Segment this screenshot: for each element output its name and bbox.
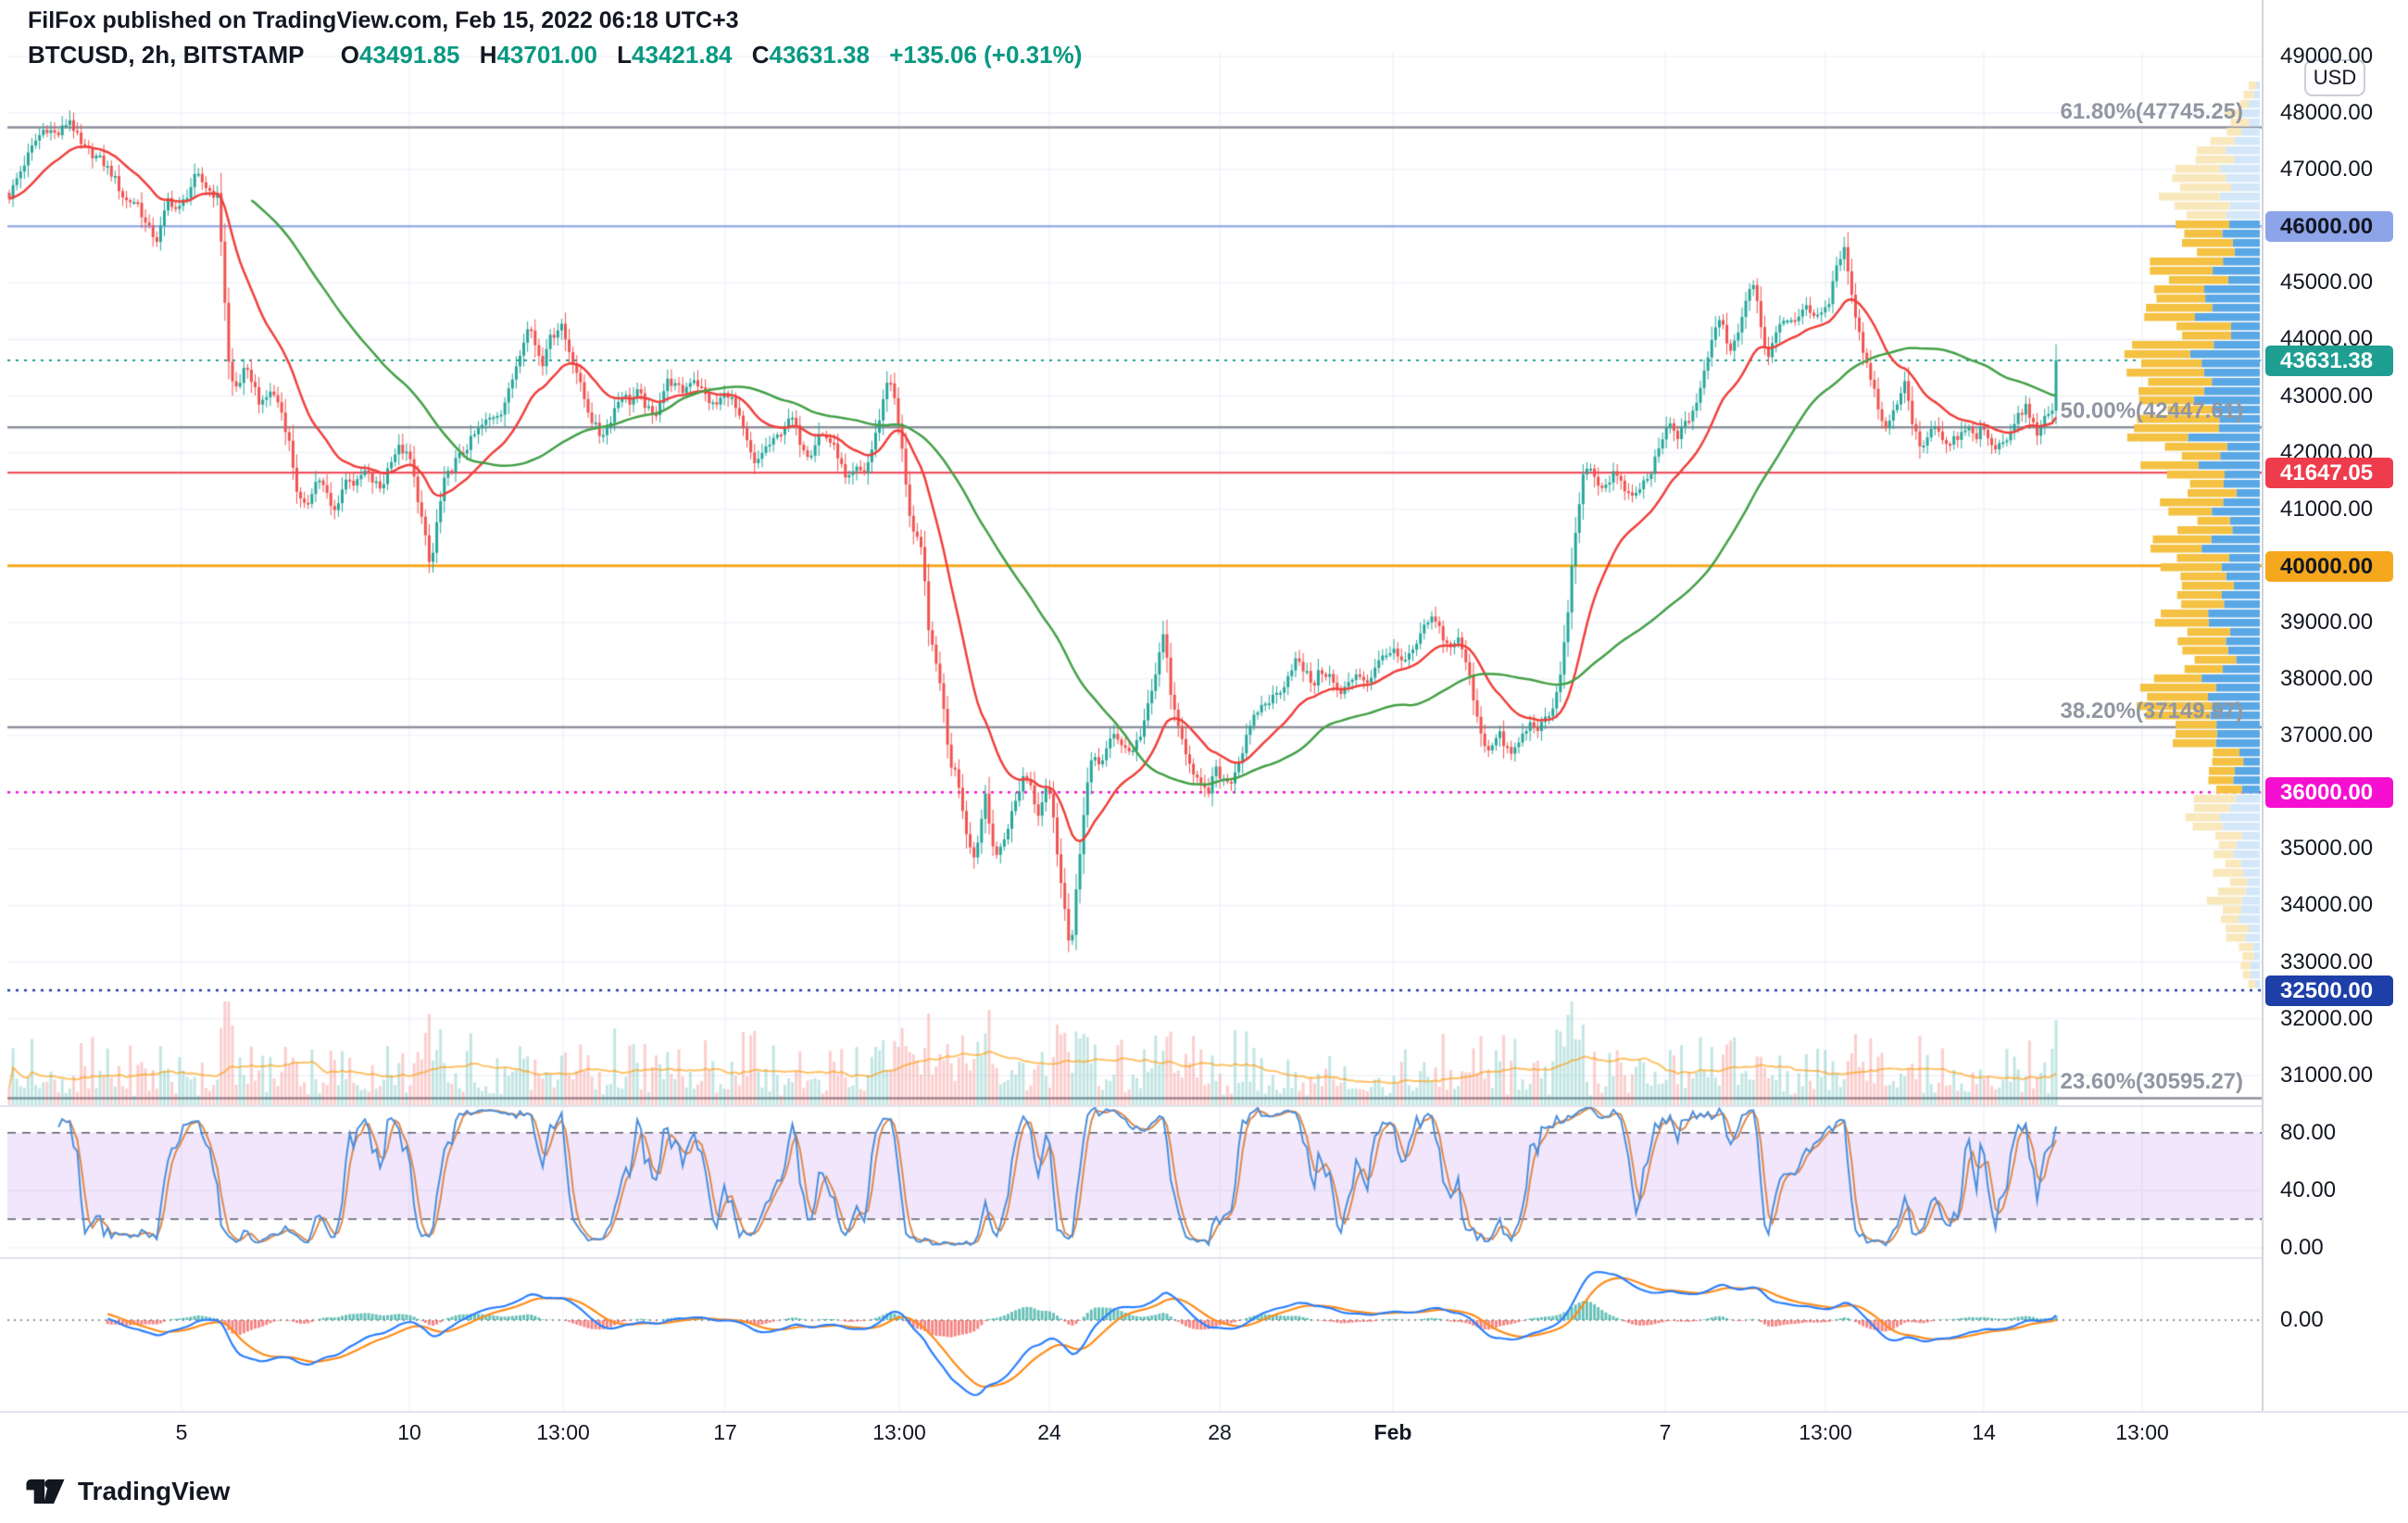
price-badge-46000: 46000.00 <box>2265 211 2393 243</box>
price-badge-41647: 41647.05 <box>2265 458 2393 489</box>
price-badge-32500: 32500.00 <box>2265 975 2393 1007</box>
price-tick-label: 41000.00 <box>2280 496 2374 522</box>
close-label: C <box>751 41 770 69</box>
price-tick-label: 39000.00 <box>2280 609 2374 635</box>
price-tick-label: 37000.00 <box>2280 723 2374 749</box>
price-tick-label: 45000.00 <box>2280 270 2374 296</box>
open-value: 43491.85 <box>359 41 460 69</box>
time-tick-label: 24 <box>1037 1420 1061 1444</box>
price-tick-label: 33000.00 <box>2280 949 2374 975</box>
price-tick-label: 38000.00 <box>2280 666 2374 691</box>
stoch-tick-40: 40.00 <box>2280 1177 2337 1202</box>
price-tick-label: 31000.00 <box>2280 1062 2374 1088</box>
time-tick-label: 17 <box>713 1420 737 1444</box>
price-tick-label: 47000.00 <box>2280 157 2374 183</box>
price-tick-label: 43000.00 <box>2280 383 2374 409</box>
open-label: O <box>340 41 359 69</box>
price-axis[interactable]: USD 49000.00 48000.00 47000.00 46000.00 4500… <box>2262 0 2408 1411</box>
time-tick-label: 10 <box>397 1420 421 1444</box>
tradingview-logo-icon <box>26 1479 65 1504</box>
price-tick-label: 48000.00 <box>2280 100 2374 125</box>
symbol-title: BTCUSD, 2h, BITSTAMP <box>28 41 305 69</box>
fib-label-618: 61.80%(47745.25) <box>2060 98 2243 124</box>
price-tick-label: 32000.00 <box>2280 1005 2374 1031</box>
price-tick-label: 34000.00 <box>2280 892 2374 918</box>
high-label: H <box>479 41 497 69</box>
price-tick-label: 35000.00 <box>2280 836 2374 862</box>
tradingview-logo-text: TradingView <box>78 1477 231 1505</box>
currency-toggle-button[interactable]: USD <box>2304 59 2365 96</box>
chart-legend: BTCUSD, 2h, BITSTAMP O43491.85 H43701.00… <box>28 41 1082 69</box>
time-tick-label: 13:00 <box>1799 1420 1852 1444</box>
time-tick-label: 13:00 <box>536 1420 590 1444</box>
macd-tick-0: 0.00 <box>2280 1307 2324 1332</box>
fib-label-500: 50.00%(42447.61) <box>2060 398 2243 424</box>
time-tick-label: 5 <box>175 1420 188 1444</box>
high-value: 43701.00 <box>496 41 597 69</box>
time-tick-label: 13:00 <box>872 1420 926 1444</box>
low-label: L <box>617 41 633 69</box>
time-axis[interactable]: 5 10 13:00 17 13:00 24 28 Feb 7 13:00 14 13:00 <box>0 1411 2408 1452</box>
time-tick-label: Feb <box>1373 1420 1412 1444</box>
price-tick-label: 49000.00 <box>2280 43 2374 69</box>
time-tick-label: 13:00 <box>2115 1420 2169 1444</box>
price-badge-current: 43631.38 <box>2265 345 2393 376</box>
fib-label-236: 23.60%(30595.27) <box>2060 1069 2243 1095</box>
publish-header: FilFox published on TradingView.com, Feb… <box>28 7 739 33</box>
stoch-tick-0: 0.00 <box>2280 1235 2324 1260</box>
time-tick-label: 14 <box>1972 1420 1996 1444</box>
low-value: 43421.84 <box>632 41 733 69</box>
change-value: +135.06 (+0.31%) <box>889 41 1083 69</box>
close-value: 43631.38 <box>769 41 870 69</box>
time-tick-label: 28 <box>1208 1420 1232 1444</box>
time-tick-label: 7 <box>1659 1420 1672 1444</box>
tradingview-logo[interactable]: TradingView <box>24 1477 230 1506</box>
price-badge-36000: 36000.00 <box>2265 777 2393 809</box>
price-badge-40000: 40000.00 <box>2265 550 2393 582</box>
fib-label-382: 38.20%(37149.97) <box>2060 698 2243 724</box>
stoch-tick-80: 80.00 <box>2280 1119 2337 1145</box>
